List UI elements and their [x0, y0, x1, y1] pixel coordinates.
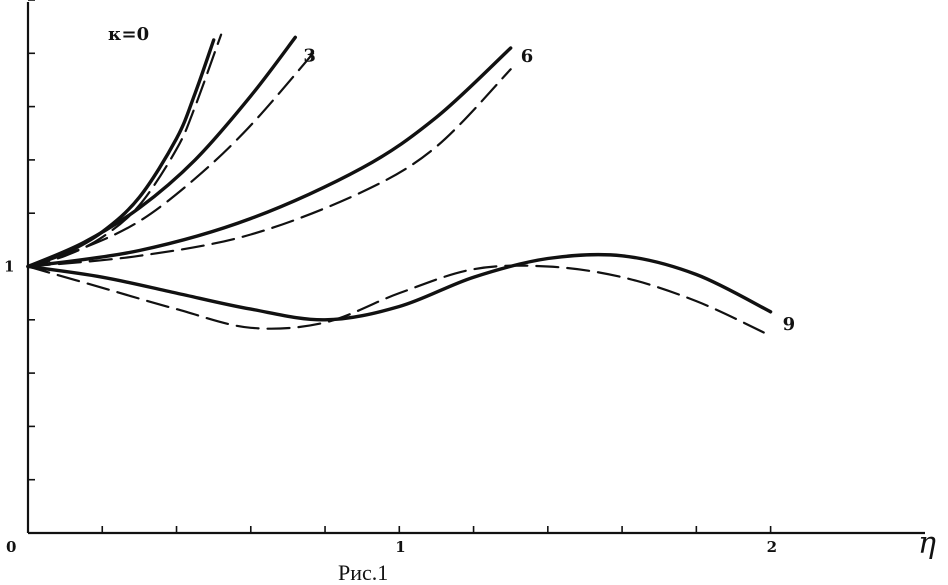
x-tick-label-2: 2 — [767, 538, 777, 556]
series-solid-6 — [26, 252, 773, 322]
series-label-6: 9 — [783, 314, 796, 335]
series-dashed-7 — [26, 264, 772, 337]
series-dashed-5 — [26, 68, 512, 268]
y-tick-label-0: 1 — [4, 258, 14, 276]
series-label-0: κ=0 — [108, 24, 149, 45]
x-tick-label-0: 0 — [6, 538, 16, 556]
x-axis-title: η — [918, 526, 936, 561]
series-solid-4 — [26, 46, 513, 269]
series-solid-2 — [26, 35, 297, 269]
series-group — [26, 33, 773, 337]
labels-group: 0 1 2 1 κ=0 3 6 9 — [4, 24, 795, 556]
ticks — [28, 0, 772, 533]
series-solid-0 — [26, 38, 216, 269]
series-label-4: 6 — [521, 46, 534, 67]
series-dashed-1 — [26, 33, 223, 268]
series-dashed-3 — [26, 46, 319, 268]
series-label-2: 3 — [303, 45, 316, 66]
figure-caption: Рис.1 — [338, 560, 388, 585]
x-tick-label-1: 1 — [395, 538, 405, 556]
